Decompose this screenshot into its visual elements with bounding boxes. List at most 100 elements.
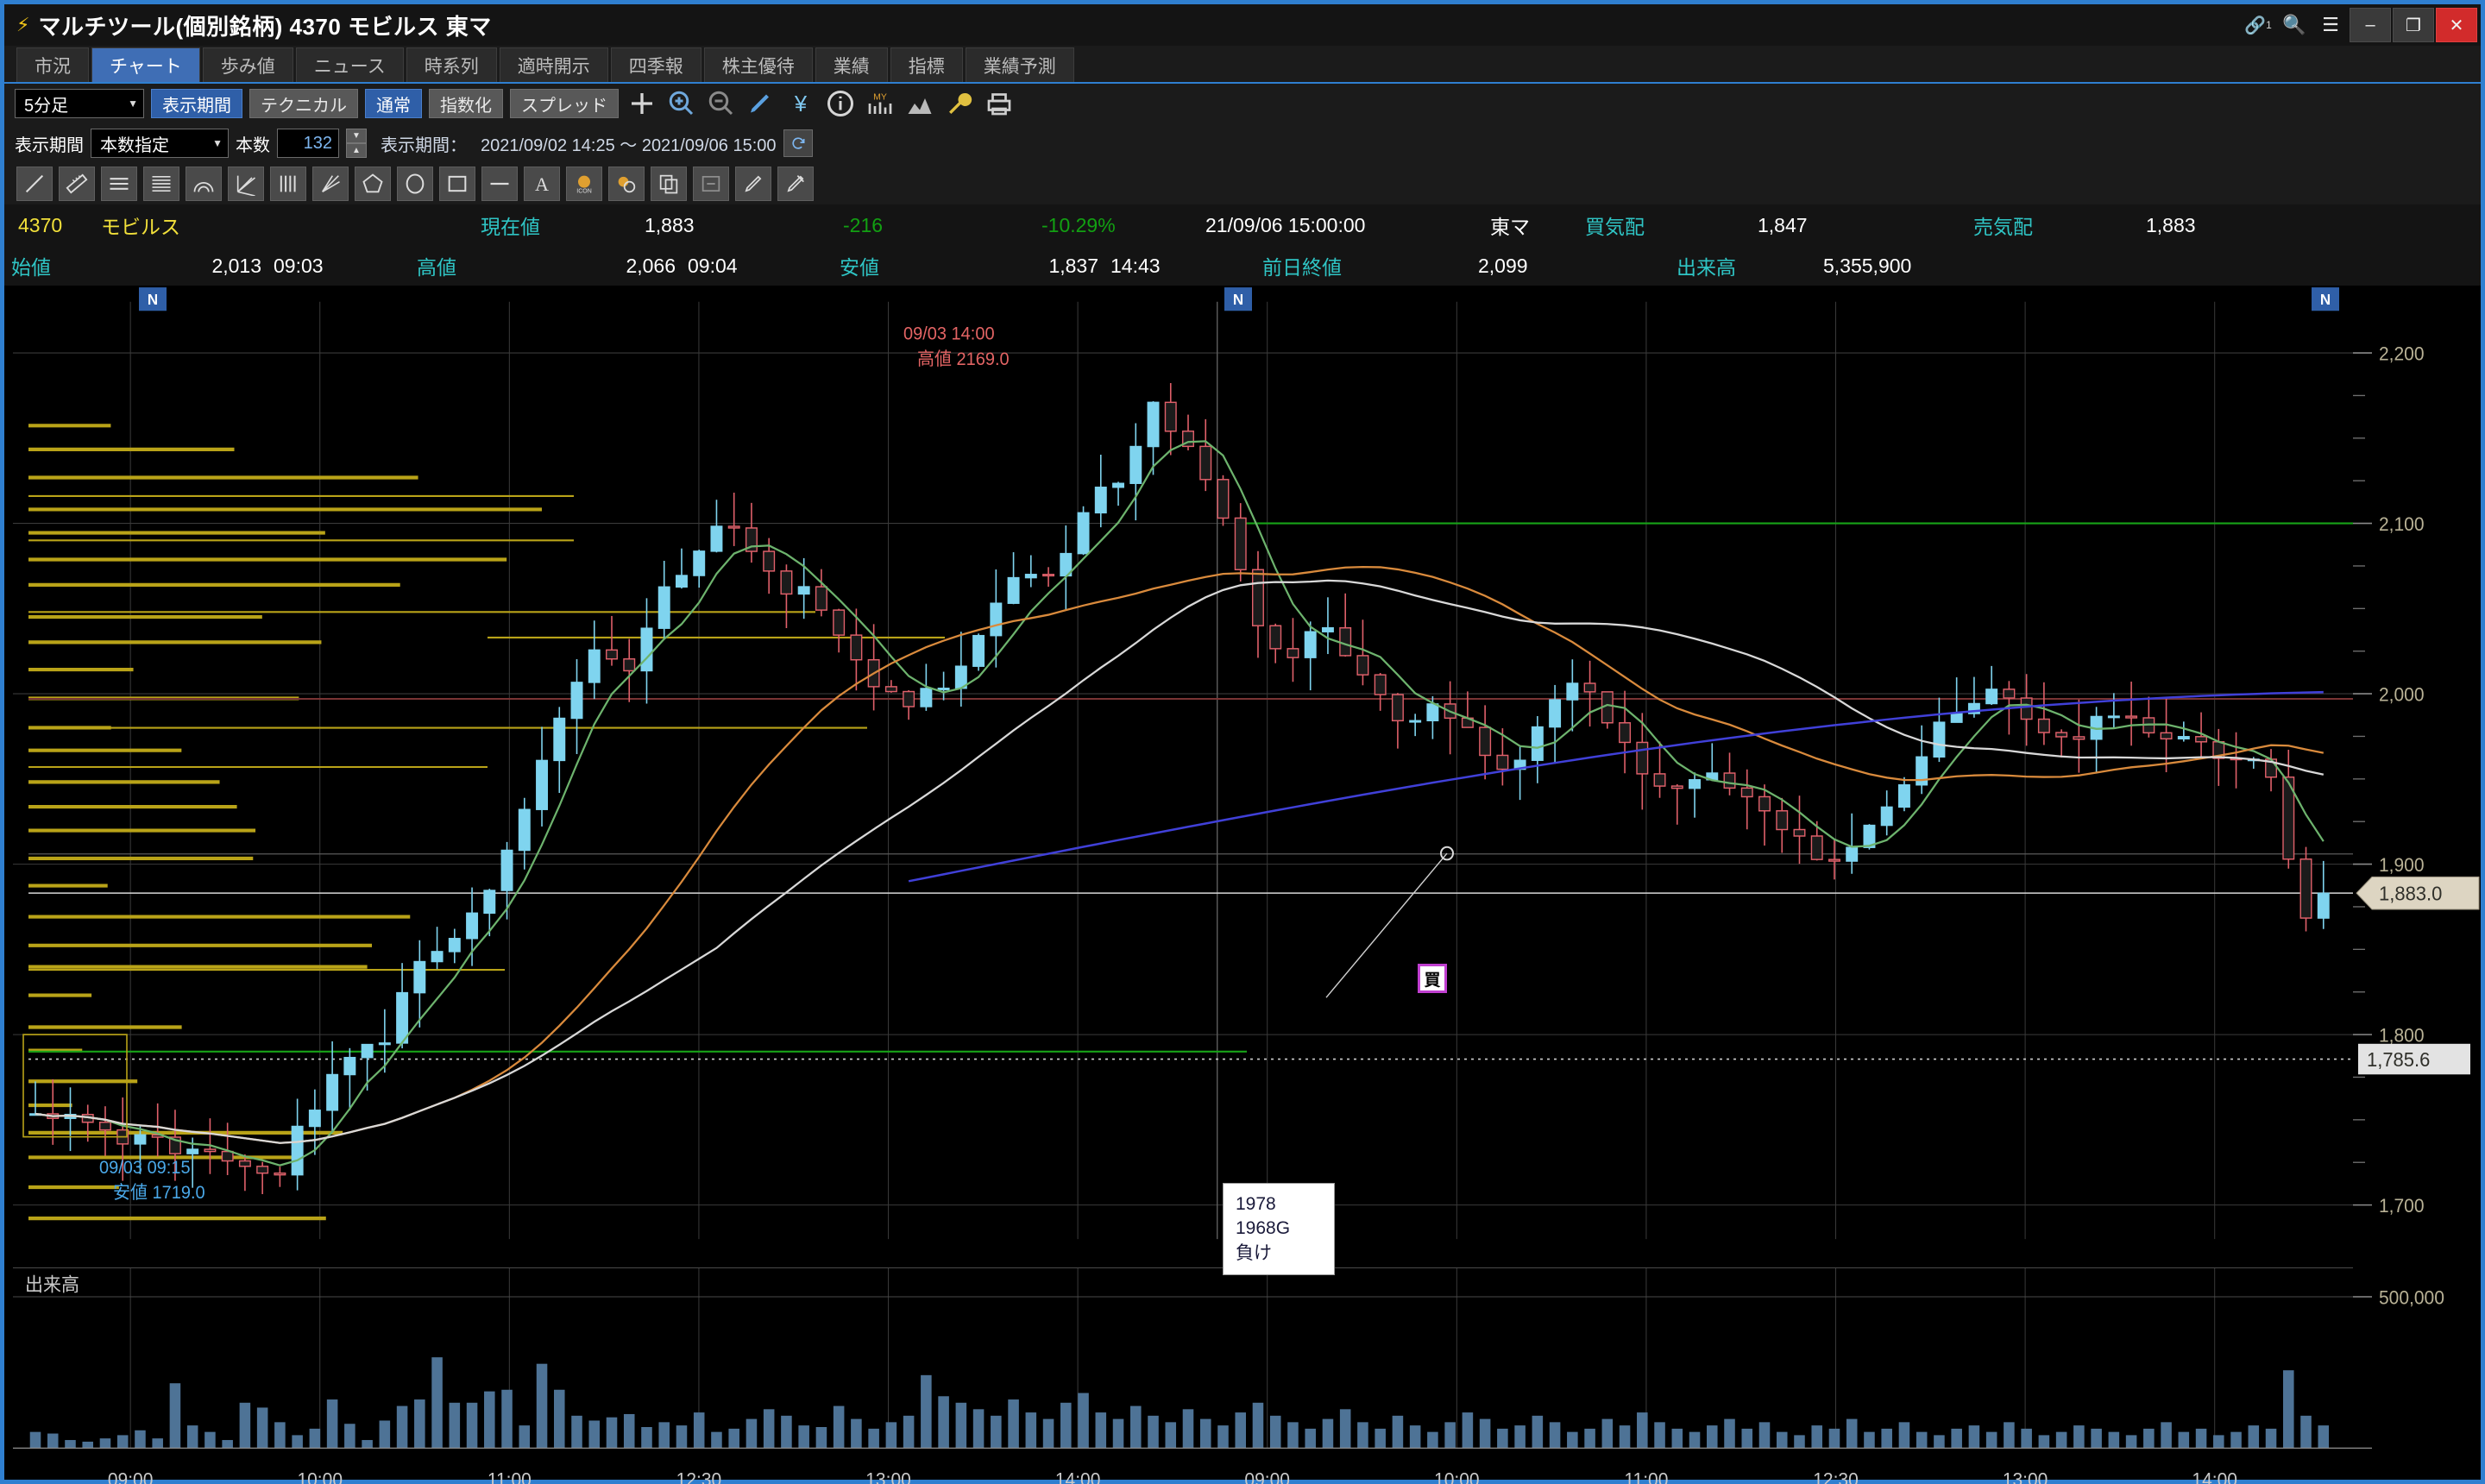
current-price-label: 現在値 (481, 216, 540, 238)
pin-icon[interactable]: 🔗 1 (2244, 16, 2272, 35)
svg-text:12:30: 12:30 (1813, 1469, 1859, 1484)
menu-icon[interactable]: ☰ (2322, 14, 2339, 35)
toolbar-button-4[interactable]: スプレッド (510, 89, 619, 118)
zoom-in-icon[interactable] (665, 89, 698, 118)
clear-icon[interactable] (693, 167, 729, 201)
trendline-icon[interactable] (16, 167, 53, 201)
info-icon[interactable] (824, 89, 857, 118)
svg-text:ICON: ICON (576, 189, 592, 195)
volume-value: 5,355,900 (1823, 254, 1912, 277)
edit-icon[interactable] (735, 167, 771, 201)
my-indicator-icon[interactable]: MY (864, 89, 896, 118)
tab-2[interactable]: 歩み値 (202, 47, 293, 82)
open-time: 09:03 (274, 254, 324, 277)
svg-text:高値 2169.0: 高値 2169.0 (917, 349, 1010, 369)
chart-canvas[interactable]: 2,200 2,100 2,000 1,900 1,800 1,700 09:00 10:00… (4, 286, 2481, 1484)
market-code: 東マ (1490, 216, 1530, 238)
high-value: 2,066 (626, 254, 676, 277)
tab-7[interactable]: 株主優待 (703, 47, 813, 82)
search-icon[interactable]: 🔍 (2282, 14, 2306, 35)
period-mode-select[interactable]: 本数指定 ▼ (91, 129, 229, 158)
toolbar-button-1[interactable]: テクニカル (249, 89, 358, 118)
toolbar-button-3[interactable]: 指数化 (429, 89, 503, 118)
drawing-toolbar: A ICON (4, 163, 2481, 204)
title-bar: ⚡ マルチツール(個別銘柄) 4370 モビルス 東マ 🔗 1 🔍 ☰ – ❐ ✕ (4, 4, 2481, 46)
chart-toolbar: 5分足 ▼ 表示期間 テクニカル 通常 指数化 スプレッド ¥ MY (4, 84, 2481, 123)
vertical-lines-icon[interactable] (270, 167, 306, 201)
chart-area[interactable]: 2,200 2,100 2,000 1,900 1,800 1,700 09:00 10:00… (4, 286, 2481, 1484)
horizontal-line-icon[interactable] (481, 167, 518, 201)
icon-stamp-icon[interactable]: ICON (566, 167, 602, 201)
count-stepper-down[interactable]: ▼ (346, 129, 367, 143)
tab-6[interactable]: 四季報 (610, 47, 701, 82)
rectangle-icon[interactable] (439, 167, 475, 201)
pentagon-icon[interactable] (355, 167, 391, 201)
fan-up-icon[interactable] (312, 167, 349, 201)
memo-line-2: 負け (1236, 1242, 1272, 1263)
order-marker-buy[interactable]: 買 (1418, 964, 1447, 993)
stock-code: 4370 (18, 213, 63, 236)
period-label: 表示期間 (15, 135, 84, 155)
chart-memo-note[interactable]: 1978 1968G 負け (1223, 1183, 1335, 1276)
bar-chart-icon[interactable] (903, 89, 936, 118)
tab-strip: 市況 チャート 歩み値 ニュース 時系列 適時開示 四季報 株主優待 業績 指標 業績予測 (4, 46, 2481, 84)
count-input[interactable]: 132 (277, 129, 339, 158)
count-label: 本数 (236, 135, 270, 155)
tab-3[interactable]: ニュース (295, 47, 404, 82)
svg-text:12:30: 12:30 (676, 1469, 722, 1484)
tab-1[interactable]: チャート (91, 47, 200, 82)
zoom-out-icon[interactable] (705, 89, 738, 118)
tab-8[interactable]: 業績 (815, 47, 888, 82)
svg-text:出来高: 出来高 (25, 1274, 79, 1296)
arc-icon[interactable] (186, 167, 222, 201)
refresh-icon[interactable] (783, 129, 813, 157)
svg-text:1,785.6: 1,785.6 (2367, 1048, 2430, 1071)
wrench-icon[interactable] (943, 89, 976, 118)
svg-text:10:00: 10:00 (297, 1469, 343, 1484)
text-icon[interactable]: A (524, 167, 560, 201)
tab-10[interactable]: 業績予測 (965, 47, 1074, 82)
tab-4[interactable]: 時系列 (406, 47, 497, 82)
plus-icon[interactable] (626, 89, 658, 118)
pencil-icon[interactable] (745, 89, 777, 118)
ask-value: 1,883 (2146, 213, 2196, 236)
tab-9[interactable]: 指標 (890, 47, 963, 82)
count-stepper[interactable]: ▼ ▲ (346, 129, 367, 158)
close-button[interactable]: ✕ (2436, 8, 2477, 42)
maximize-button[interactable]: ❐ (2393, 8, 2434, 42)
ruler-icon[interactable] (59, 167, 95, 201)
yen-icon[interactable]: ¥ (784, 89, 817, 118)
memo-line-0: 1978 (1236, 1194, 1276, 1214)
printer-icon[interactable] (983, 89, 1016, 118)
fibonacci-icon[interactable] (143, 167, 179, 201)
pin-badge: 1 (2266, 19, 2272, 31)
fan-down-icon[interactable] (228, 167, 264, 201)
three-lines-icon[interactable] (101, 167, 137, 201)
svg-text:1,800: 1,800 (2379, 1025, 2425, 1047)
svg-text:N: N (1233, 291, 1243, 308)
svg-text:1,900: 1,900 (2379, 855, 2425, 877)
shapes-icon[interactable] (608, 167, 645, 201)
delete-icon[interactable] (777, 167, 814, 201)
minimize-button[interactable]: – (2350, 8, 2391, 42)
svg-text:¥: ¥ (794, 92, 808, 116)
svg-text:14:00: 14:00 (2192, 1469, 2237, 1484)
copy-icon[interactable] (651, 167, 687, 201)
prev-close-value: 2,099 (1478, 254, 1528, 277)
stock-name: モビルス (101, 216, 180, 238)
count-stepper-up[interactable]: ▲ (346, 143, 367, 158)
quote-row-secondary: 始値 2,013 09:03 高値 2,066 09:04 安値 1,837 1… (4, 246, 2481, 286)
low-time: 14:43 (1110, 254, 1161, 277)
interval-select[interactable]: 5分足 ▼ (15, 89, 144, 118)
toolbar-button-2[interactable]: 通常 (365, 89, 422, 118)
tab-5[interactable]: 適時開示 (499, 47, 608, 82)
high-label: 高値 (417, 256, 456, 279)
toolbar-button-0[interactable]: 表示期間 (151, 89, 242, 118)
range-value: 2021/09/02 14:25 ～ 2021/09/06 15:00 (481, 135, 777, 155)
svg-text:2,000: 2,000 (2379, 684, 2425, 706)
svg-text:500,000: 500,000 (2379, 1287, 2444, 1309)
ellipse-icon[interactable] (397, 167, 433, 201)
chevron-down-icon: ▼ (128, 97, 138, 110)
tab-0[interactable]: 市況 (16, 47, 89, 82)
svg-text:安値 1719.0: 安値 1719.0 (113, 1183, 205, 1203)
